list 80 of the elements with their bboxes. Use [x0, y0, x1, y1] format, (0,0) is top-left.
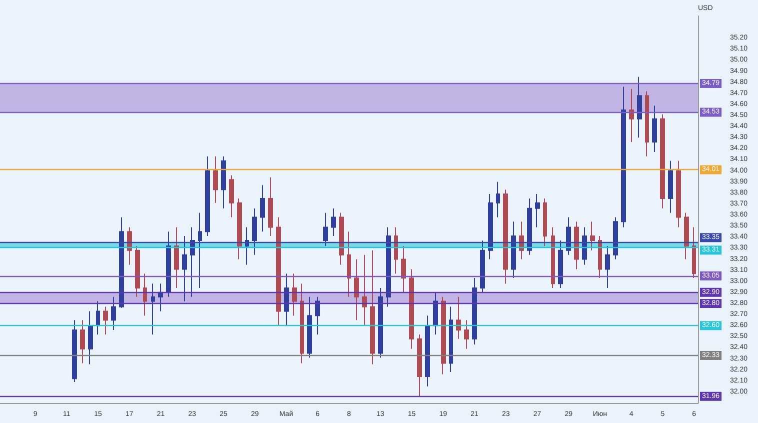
candlestick — [503, 189, 508, 284]
candlestick — [519, 221, 524, 260]
candlestick — [127, 226, 132, 266]
candlestick — [260, 184, 265, 232]
candlestick — [378, 288, 383, 358]
candlestick — [88, 310, 93, 365]
candlestick — [198, 212, 202, 289]
candlestick — [558, 240, 563, 289]
candlestick — [660, 114, 665, 209]
candlestick — [213, 156, 218, 204]
candlestick — [480, 240, 485, 293]
candlestick — [221, 156, 226, 209]
candlestick — [135, 245, 140, 298]
candlestick — [511, 221, 516, 279]
candlestick — [629, 88, 634, 143]
candlestick — [621, 86, 626, 228]
candlestick — [441, 296, 446, 375]
candlestick — [488, 194, 493, 260]
candlestick — [276, 216, 281, 326]
candlestick — [245, 226, 249, 266]
candlestick — [613, 216, 618, 260]
candlestick — [394, 226, 398, 274]
candlestick — [339, 212, 344, 266]
candlestick — [229, 174, 234, 218]
candlestick — [684, 212, 689, 260]
candlestick — [205, 156, 210, 237]
candlestick — [496, 181, 500, 218]
candlestick — [527, 198, 532, 256]
candlestick — [151, 283, 155, 335]
candlestick — [111, 296, 116, 331]
candlestick — [103, 306, 108, 335]
candlestick — [590, 221, 595, 251]
candlestick — [401, 245, 406, 293]
candlestick — [637, 76, 642, 138]
candlestick — [190, 226, 195, 298]
candlestick — [676, 160, 681, 228]
candlestick — [143, 273, 147, 316]
candlestick — [182, 236, 187, 302]
candlestick — [237, 198, 242, 260]
candlestick — [96, 300, 100, 335]
candlestick — [354, 258, 359, 321]
candlestick — [652, 105, 657, 153]
candlestick — [425, 315, 430, 387]
candlestick — [543, 198, 547, 246]
candlestick — [252, 208, 257, 256]
candlestick — [417, 334, 422, 397]
candlestick — [347, 231, 351, 298]
candlestick — [166, 231, 171, 298]
candlestick — [386, 226, 391, 308]
candlestick — [362, 254, 367, 326]
candlestick — [433, 292, 438, 335]
candlestick — [315, 296, 320, 335]
candlestick — [582, 226, 587, 266]
candlestick — [692, 226, 696, 279]
candlestick — [645, 90, 649, 157]
candlestick — [566, 216, 571, 256]
candlestick — [323, 212, 328, 246]
candlestick — [472, 278, 477, 345]
candlestick — [551, 226, 555, 289]
candlestick — [456, 296, 461, 340]
candlestick — [72, 320, 77, 382]
candlestick — [535, 194, 540, 228]
candlestick — [174, 226, 179, 289]
candlestick — [409, 268, 414, 350]
candlestick — [158, 283, 163, 312]
candlestick — [598, 236, 602, 279]
candlestick — [119, 216, 124, 308]
candlestick — [331, 208, 336, 237]
candlestick — [574, 221, 579, 270]
candlestick — [292, 273, 297, 316]
candlestick — [284, 273, 289, 326]
candlestick — [300, 283, 304, 364]
candlestick — [464, 320, 469, 350]
candlestick — [449, 306, 453, 373]
candlestick — [268, 176, 273, 237]
candlestick — [370, 250, 375, 365]
candlestick — [307, 296, 312, 358]
candlestick — [668, 160, 673, 214]
candlestick — [80, 320, 85, 364]
candlestick — [605, 245, 610, 289]
